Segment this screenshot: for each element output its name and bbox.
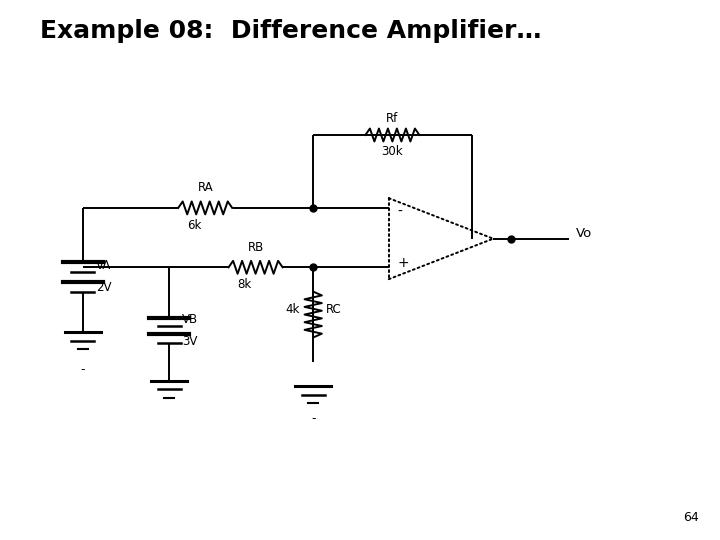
Text: RC: RC — [326, 302, 342, 316]
Text: RB: RB — [248, 241, 264, 254]
Text: RA: RA — [197, 181, 213, 194]
Text: 2V: 2V — [96, 281, 112, 294]
Text: 64: 64 — [683, 511, 698, 524]
Text: 4k: 4k — [286, 302, 300, 316]
Text: +: + — [397, 256, 409, 270]
Text: Rf: Rf — [386, 112, 399, 125]
Text: 30k: 30k — [382, 145, 403, 158]
Text: -: - — [311, 412, 315, 425]
Text: VB: VB — [182, 313, 198, 327]
Text: 3V: 3V — [182, 335, 197, 348]
Text: 6k: 6k — [187, 219, 202, 232]
Text: Vo: Vo — [576, 227, 593, 240]
Text: -: - — [81, 363, 85, 376]
Text: VA: VA — [96, 259, 111, 273]
Text: -: - — [397, 205, 402, 219]
Text: Example 08:  Difference Amplifier…: Example 08: Difference Amplifier… — [40, 19, 541, 43]
Text: 8k: 8k — [238, 278, 252, 291]
